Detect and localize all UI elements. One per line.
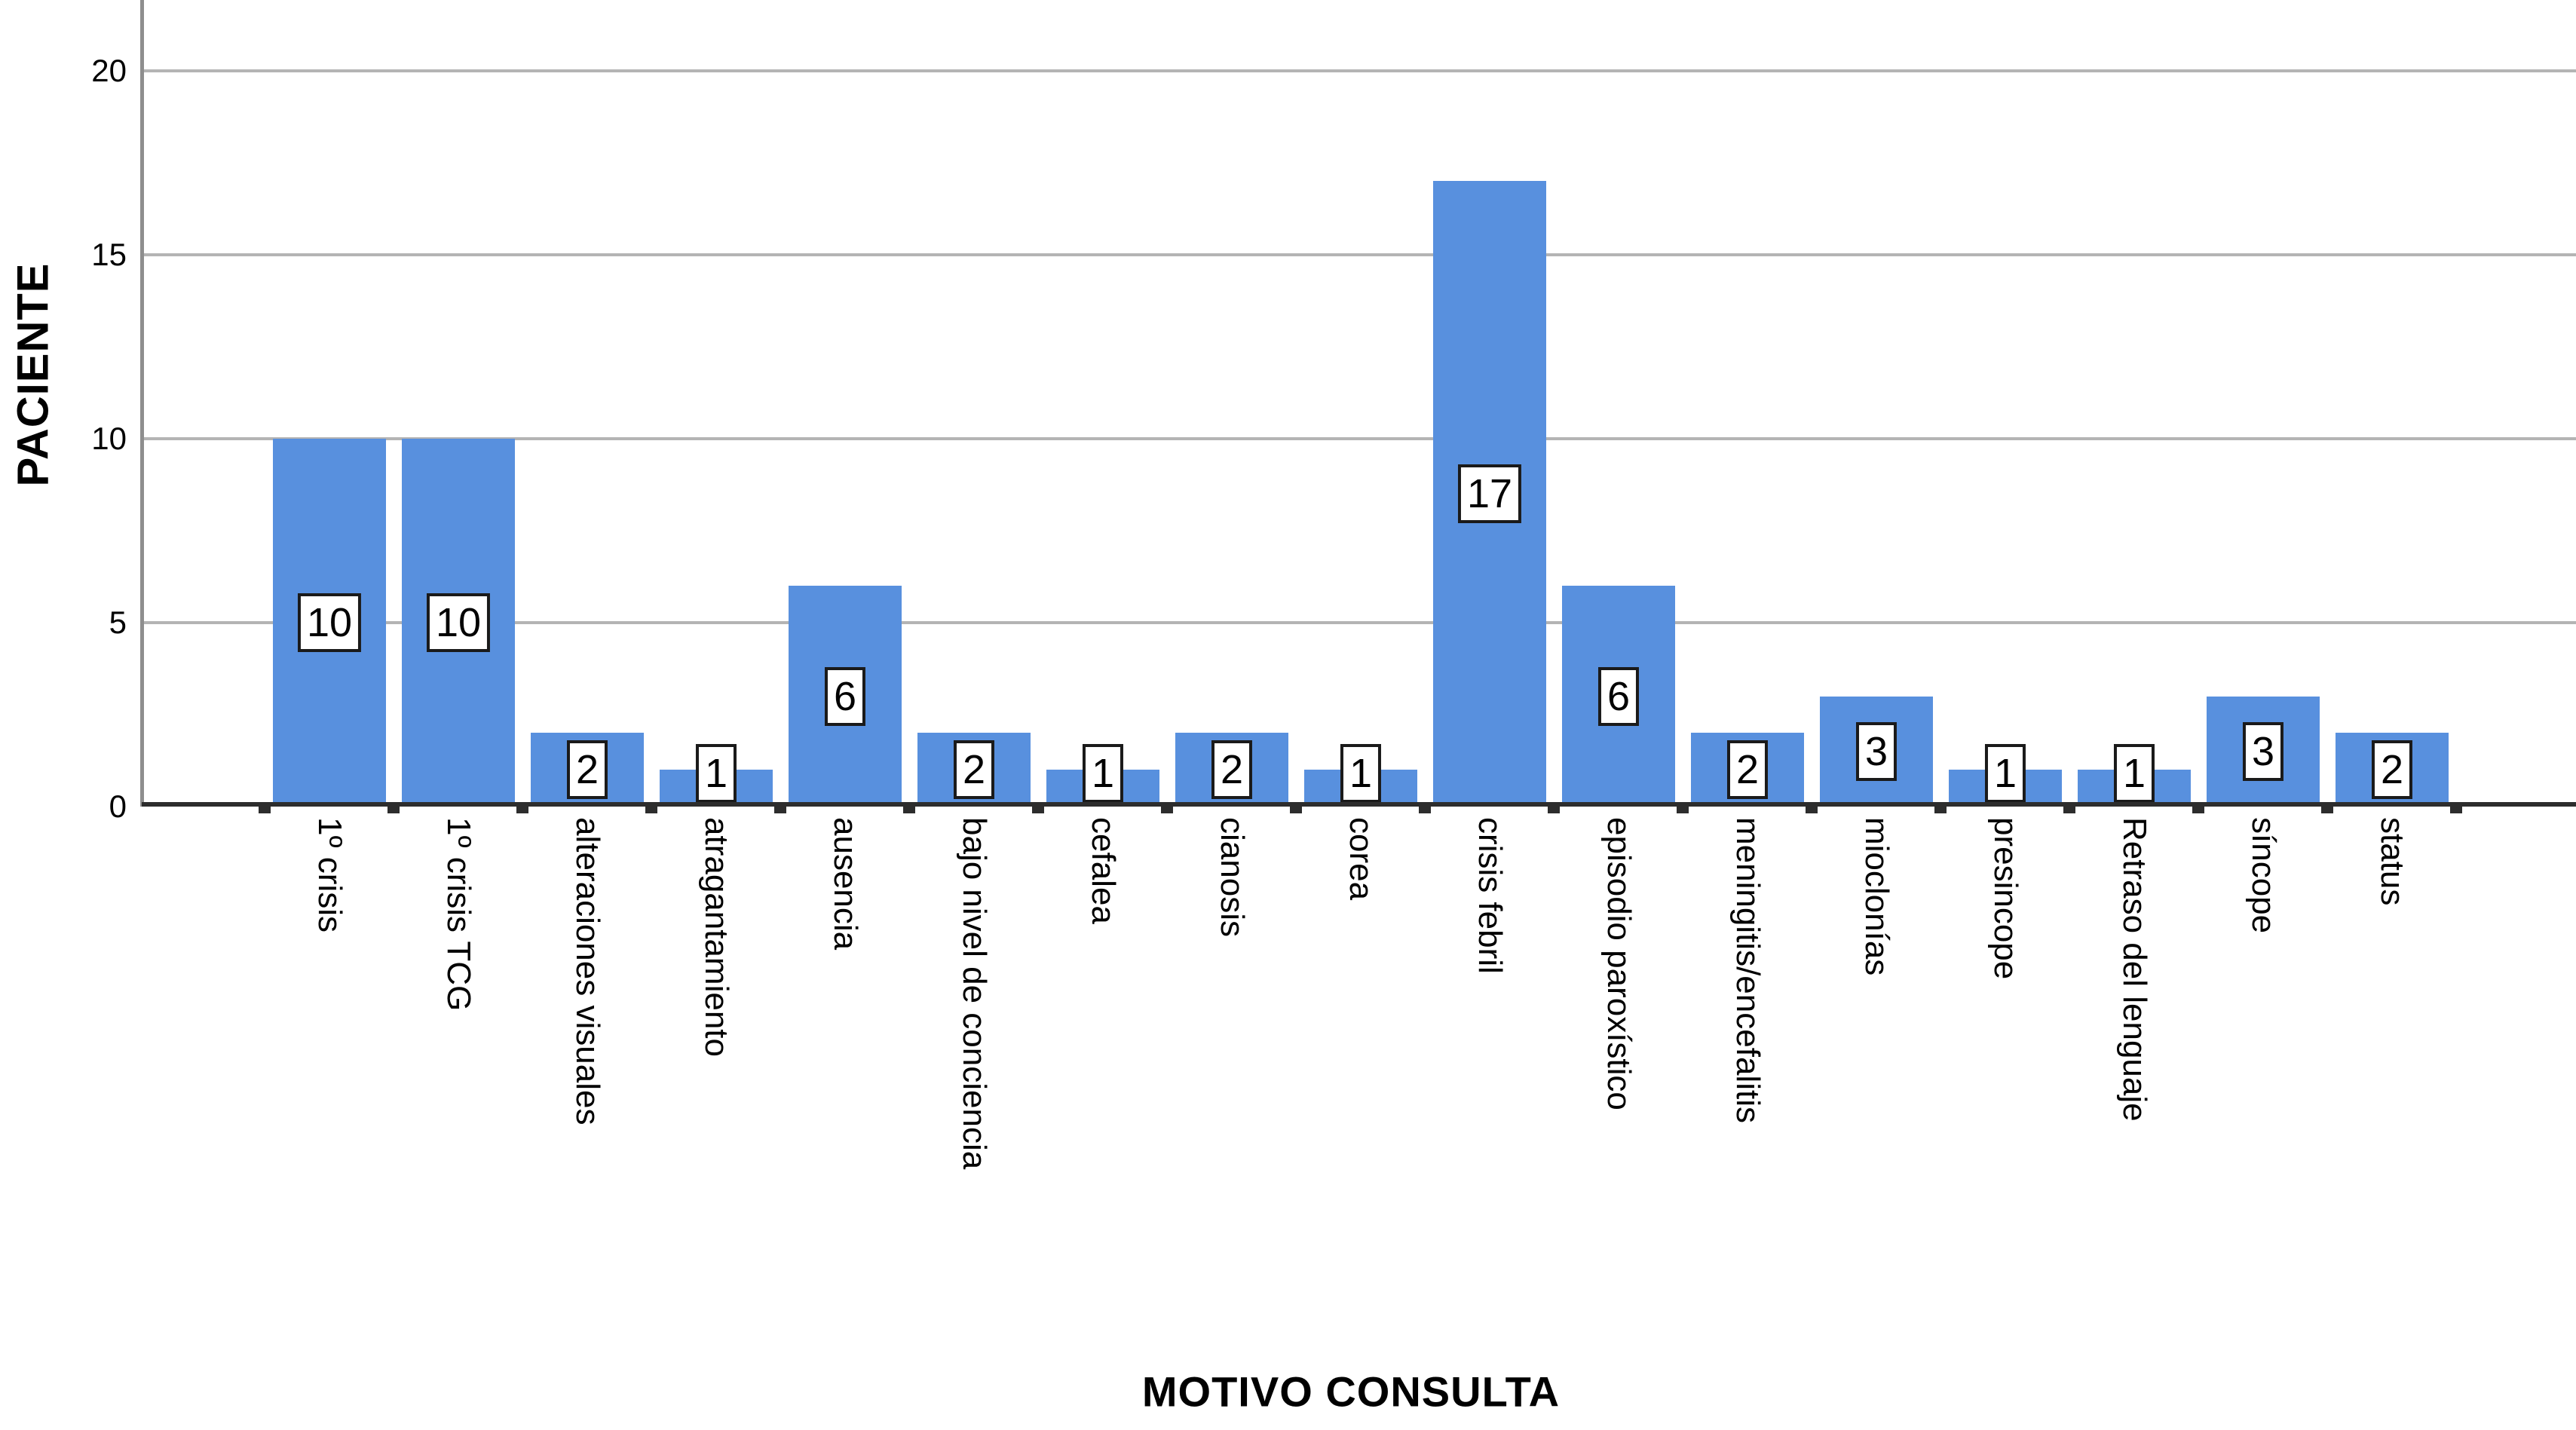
- x-category-label: presincope: [1987, 817, 2024, 980]
- category-tick: [2450, 807, 2462, 813]
- x-category-label: cefalea: [1085, 817, 1122, 924]
- bar-value-label: 3: [2242, 721, 2284, 781]
- bar-value-label: 10: [297, 593, 362, 652]
- x-category-label: crisis febril: [1472, 817, 1509, 974]
- x-category-label: 1º crisis TCG: [440, 817, 477, 1012]
- x-category-label: episodio paroxístico: [1600, 817, 1637, 1110]
- category-tick: [645, 807, 657, 813]
- bar-value-label: 6: [1597, 666, 1640, 726]
- category-tick: [516, 807, 528, 813]
- y-tick-label: 20: [91, 53, 127, 88]
- category-tick: [774, 807, 786, 813]
- category-tick: [1806, 807, 1818, 813]
- bar-value-label: 3: [1855, 721, 1898, 781]
- gridline: [143, 253, 2576, 256]
- x-category-label: atragantamiento: [698, 817, 735, 1057]
- category-tick: [259, 807, 271, 813]
- x-category-label: meningitis/encefalitis: [1729, 817, 1766, 1123]
- category-tick: [903, 807, 915, 813]
- y-tick-label: 10: [91, 421, 127, 456]
- y-tick-label: 0: [109, 788, 127, 824]
- bar-value-label: 1: [1340, 744, 1382, 803]
- gridline: [143, 437, 2576, 440]
- x-axis-line: [142, 802, 2576, 807]
- category-tick: [2192, 807, 2204, 813]
- x-category-label: mioclonías: [1858, 817, 1895, 976]
- category-tick: [1419, 807, 1431, 813]
- category-tick: [2063, 807, 2075, 813]
- category-tick: [2321, 807, 2333, 813]
- x-axis-title: MOTIVO CONSULTA: [1141, 1367, 1561, 1416]
- y-tick-label: 15: [91, 237, 127, 272]
- x-category-label: alteraciones visuales: [569, 817, 606, 1125]
- x-category-label: status: [2374, 817, 2411, 906]
- bar-value-label: 1: [2113, 744, 2155, 803]
- gridline: [143, 69, 2576, 72]
- x-category-label: bajo nivel de conciencia: [956, 817, 993, 1170]
- x-category-label: ausencia: [827, 817, 864, 951]
- x-category-label: síncope: [2245, 817, 2282, 934]
- gridline: [143, 621, 2576, 624]
- y-axis-line: [140, 0, 144, 807]
- bar-value-label: 2: [2371, 740, 2413, 800]
- x-category-label: 1º crisis: [311, 817, 348, 932]
- bar-value-label: 2: [566, 740, 608, 800]
- y-axis-title: PACIENTE: [8, 262, 58, 487]
- bar-value-label: 1: [695, 744, 737, 803]
- category-tick: [387, 807, 400, 813]
- bar-value-label: 1: [1984, 744, 2026, 803]
- x-category-label: Retraso del lenguaje: [2116, 817, 2153, 1122]
- bar-value-label: 2: [1726, 740, 1769, 800]
- bar-value-label: 10: [426, 593, 491, 652]
- y-tick-label: 5: [109, 605, 127, 640]
- category-tick: [1934, 807, 1947, 813]
- bar-value-label: 6: [824, 666, 866, 726]
- bar-value-label: 2: [953, 740, 995, 800]
- category-tick: [1677, 807, 1689, 813]
- category-tick: [1548, 807, 1560, 813]
- category-tick: [1290, 807, 1302, 813]
- bar-value-label: 1: [1082, 744, 1124, 803]
- bar-value-label: 17: [1457, 464, 1522, 524]
- category-tick: [1032, 807, 1044, 813]
- x-category-label: corea: [1343, 817, 1380, 901]
- category-tick: [1161, 807, 1173, 813]
- x-category-label: cianosis: [1214, 817, 1251, 937]
- bar-value-label: 2: [1211, 740, 1253, 800]
